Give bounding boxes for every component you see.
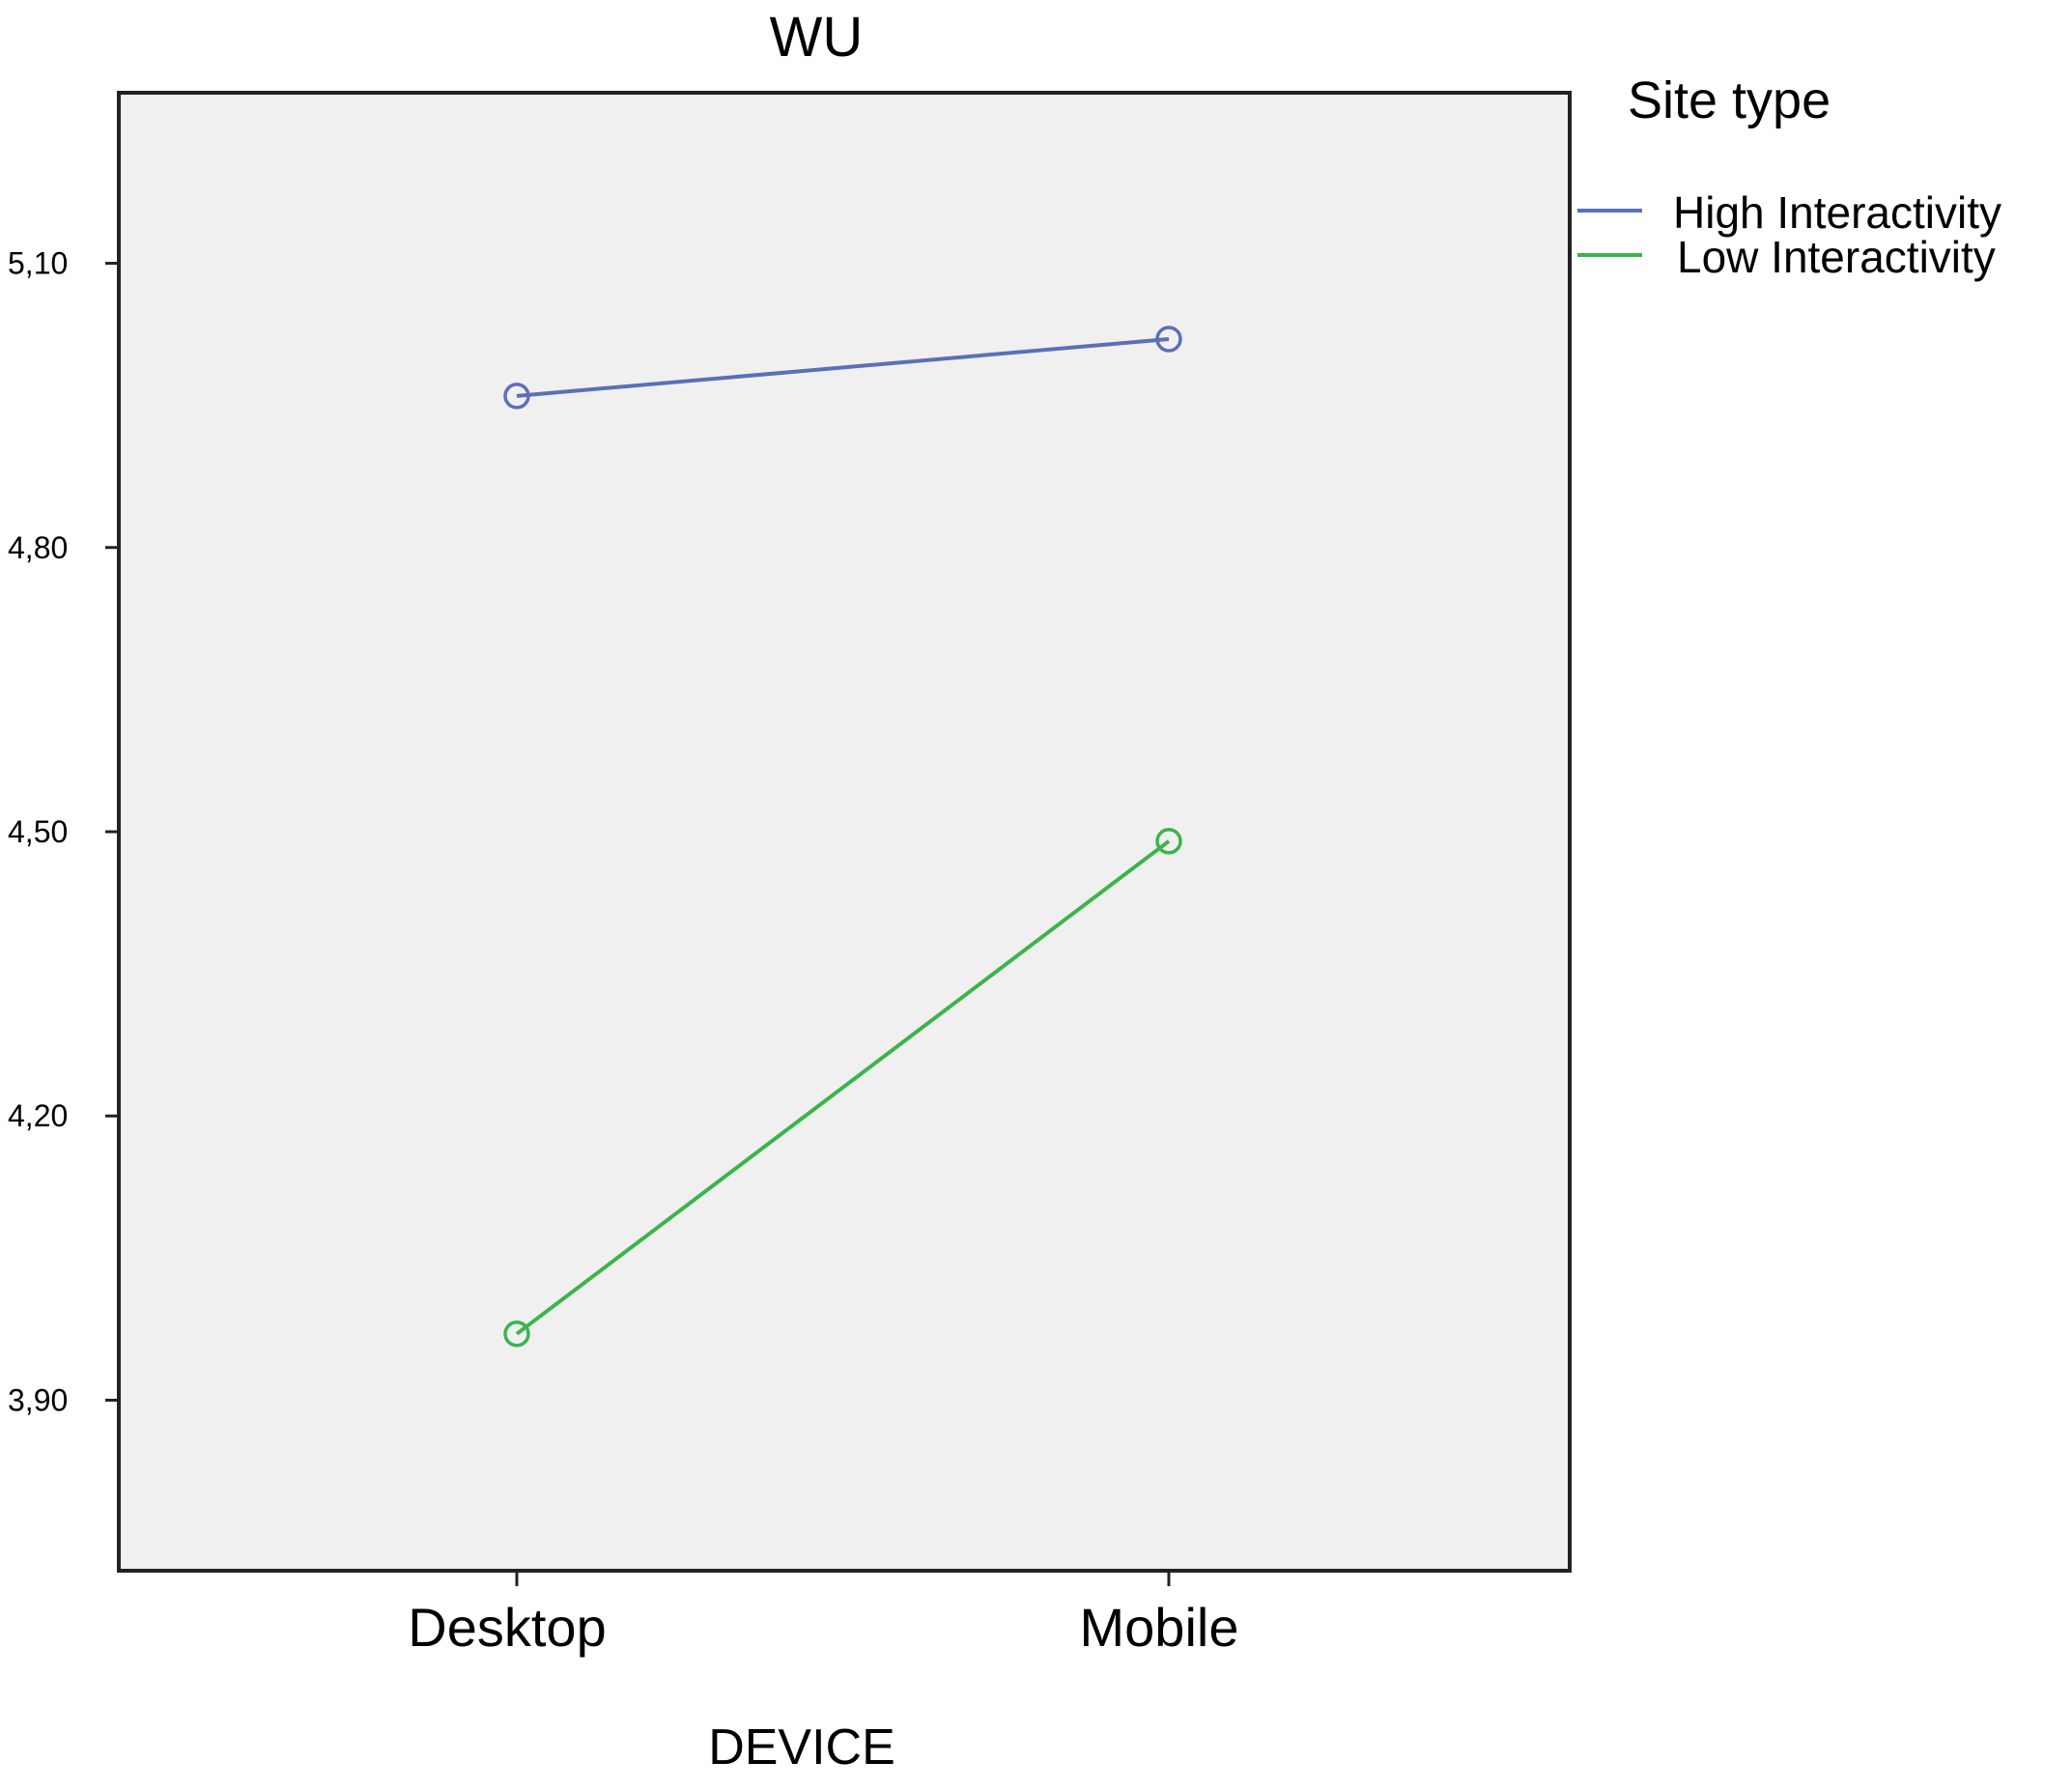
legend-item: High Interactivity xyxy=(1577,187,2001,238)
plot-area xyxy=(117,91,1572,1573)
series-low-interactivity xyxy=(503,828,1182,1348)
y-tick-label: 5,10 xyxy=(8,246,68,281)
y-tick-label: 4,50 xyxy=(8,814,68,849)
x-axis-label: DEVICE xyxy=(708,1719,895,1776)
series-high-interactivity xyxy=(503,326,1182,410)
data-point xyxy=(1155,326,1182,353)
data-point xyxy=(503,1321,530,1348)
series-line xyxy=(516,337,1170,398)
x-category-label: Desktop xyxy=(408,1597,606,1658)
chart-title: WU xyxy=(770,6,864,69)
x-axis: Desktop Mobile xyxy=(408,1571,1238,1658)
y-tick-label: 4,20 xyxy=(8,1098,68,1133)
y-axis: 3,90 4,20 4,50 4,80 5,10 xyxy=(8,246,119,1417)
data-point xyxy=(503,383,530,410)
legend-title: Site type xyxy=(1628,71,1831,129)
legend-label: High Interactivity xyxy=(1673,187,2001,238)
legend-label: Low Interactivity xyxy=(1677,232,1996,282)
y-tick-label: 3,90 xyxy=(8,1382,68,1417)
series-layer xyxy=(503,326,1182,1348)
legend-item: Low Interactivity xyxy=(1577,232,1996,282)
y-tick-label: 4,80 xyxy=(8,530,68,565)
series-line xyxy=(515,839,1171,1336)
x-category-label: Mobile xyxy=(1080,1597,1239,1658)
data-point xyxy=(1155,828,1182,855)
